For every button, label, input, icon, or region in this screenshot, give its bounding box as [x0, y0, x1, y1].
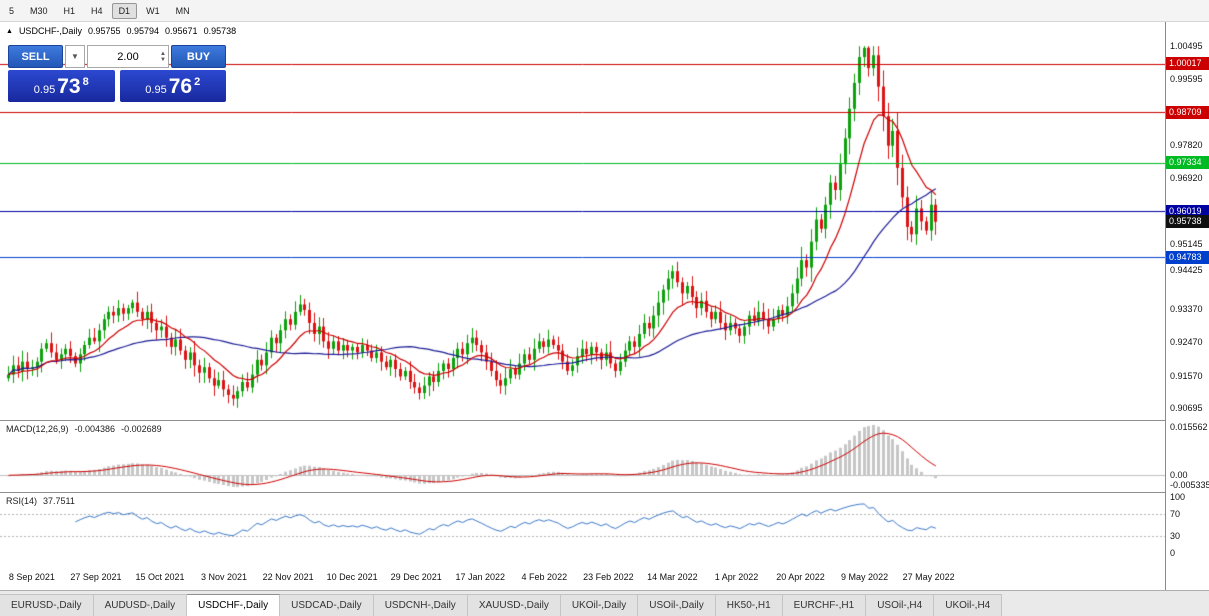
date-label: 4 Feb 2022	[521, 572, 568, 582]
volume-steppers[interactable]: ▲ ▼	[160, 47, 166, 66]
ohlc-close-value: 0.95738	[203, 26, 237, 36]
price-chart-canvas[interactable]	[0, 22, 1165, 560]
macd-axis-top-label: 0.015562	[1170, 422, 1208, 432]
ask-price-display[interactable]: 0.95 76 2	[119, 70, 226, 102]
price-badge-0.97334: 0.97334	[1166, 156, 1209, 170]
timeframe-button-mn[interactable]: MN	[175, 5, 190, 16]
price-tick: 0.92470	[1170, 337, 1203, 348]
tab-ukoil-h4[interactable]: UKOil-,H4	[934, 594, 1003, 616]
timeframe-button-m30[interactable]: M30	[30, 5, 48, 16]
tab-hk50-h1[interactable]: HK50-,H1	[715, 594, 783, 616]
price-tick: 0.96920	[1170, 173, 1203, 184]
date-label: 29 Dec 2021	[390, 572, 442, 582]
price-tick: 0.94425	[1170, 265, 1203, 276]
one-click-trading-panel: SELL ▼ 2.00 ▲ ▼ BUY 0.95 73 8 0.95 76	[8, 45, 226, 102]
date-axis[interactable]: 8 Sep 2021 27 Sep 2021 15 Oct 2021 3 Nov 20…	[0, 560, 1165, 590]
decrement-icon: ▼	[160, 56, 166, 63]
macd-axis-zero-label: 0.00	[1170, 470, 1188, 481]
macd-axis-bottom-label: -0.005335	[1170, 480, 1209, 490]
rsi-axis-label-30: 30	[1170, 531, 1181, 542]
bid-price-pip-digit: 8	[82, 75, 89, 88]
order-type-dropdown[interactable]: ▼	[65, 45, 85, 68]
tab-usdcnh-daily[interactable]: USDCNH-,Daily	[373, 594, 468, 616]
bid-price-big-digits: 73	[57, 74, 81, 98]
rsi-indicator-label: RSI(14) 37.7511	[6, 496, 75, 506]
tab-usoil-daily[interactable]: USOil-,Daily	[638, 594, 716, 616]
ohlc-low-value: 0.95671	[165, 26, 198, 36]
price-badge-1.00017: 1.00017	[1166, 57, 1209, 71]
tab-xauusd-daily[interactable]: XAUUSD-,Daily	[467, 594, 561, 616]
price-tick: 0.91570	[1170, 370, 1203, 381]
rsi-axis-label-70: 70	[1170, 508, 1181, 519]
chart-ohlc-header: ▲ USDCHF-,Daily 0.95755 0.95794 0.95671 …	[6, 26, 236, 36]
increment-icon: ▲	[160, 50, 166, 57]
chart-tab-bar: EURUSD-,Daily AUDUSD-,Daily USDCHF-,Daily U…	[0, 590, 1209, 616]
date-label: 14 Mar 2022	[647, 572, 698, 582]
date-label: 17 Jan 2022	[455, 572, 506, 582]
date-label: 3 Nov 2021	[201, 572, 248, 582]
price-badge-0.94783: 0.94783	[1166, 250, 1209, 264]
macd-main-value: -0.004386	[74, 424, 116, 434]
tab-audusd-daily[interactable]: AUDUSD-,Daily	[93, 594, 188, 616]
date-label: 8 Sep 2021	[8, 572, 55, 582]
date-label: 20 Apr 2022	[776, 572, 825, 582]
price-axis[interactable]: 1.00495 0.99595 0.97820 0.96920 0.95145 0.944…	[1165, 22, 1209, 590]
trade-panel-prices-row: 0.95 73 8 0.95 76 2	[8, 70, 226, 102]
price-tick: 0.99595	[1170, 74, 1203, 85]
volume-input[interactable]: 2.00 ▲ ▼	[87, 45, 169, 68]
tab-eurusd-daily[interactable]: EURUSD-,Daily	[0, 594, 94, 616]
timeframe-button-5[interactable]: 5	[9, 5, 15, 16]
buy-button[interactable]: BUY	[171, 45, 226, 68]
tab-ukoil-daily[interactable]: UKOil-,Daily	[560, 594, 639, 616]
rsi-axis-label-100: 100	[1170, 492, 1186, 502]
ohlc-open-value: 0.95755	[87, 26, 121, 36]
date-label: 15 Oct 2021	[135, 572, 185, 582]
tab-usdcad-daily[interactable]: USDCAD-,Daily	[280, 594, 374, 616]
ohlc-high-value: 0.95794	[126, 26, 160, 36]
rsi-name: RSI(14)	[6, 496, 38, 506]
tab-usoil-h4[interactable]: USOil-,H4	[866, 594, 935, 616]
price-badge-0.96019: 0.96019	[1166, 204, 1209, 218]
macd-indicator-label: MACD(12,26,9) -0.004386 -0.002689	[6, 424, 162, 434]
rsi-axis-label-0: 0	[1170, 548, 1176, 558]
sell-button[interactable]: SELL	[8, 45, 63, 68]
date-label: 1 Apr 2022	[714, 572, 759, 582]
price-tick: 0.95145	[1170, 238, 1203, 249]
tab-usdchf-daily[interactable]: USDCHF-,Daily	[187, 594, 281, 616]
price-tick: 1.00495	[1170, 41, 1203, 52]
chart-symbol-label: USDCHF-,Daily	[18, 26, 82, 36]
collapse-triangle-icon[interactable]: ▲	[6, 27, 13, 35]
timeframe-button-h4[interactable]: H4	[91, 5, 103, 16]
volume-value: 2.00	[117, 50, 139, 63]
price-badge-0.95738: 0.95738	[1166, 215, 1209, 229]
macd-signal-value: -0.002689	[121, 424, 162, 434]
timeframe-button-d1[interactable]: D1	[111, 2, 138, 19]
ask-price-big-digits: 76	[168, 74, 193, 98]
ask-price-prefix: 0.95	[145, 83, 167, 96]
price-tick: 0.97820	[1170, 139, 1203, 150]
date-label: 22 Nov 2021	[262, 572, 314, 582]
timeframe-button-w1[interactable]: W1	[146, 5, 160, 16]
main-macd-separator[interactable]	[0, 420, 1209, 421]
price-tick: 0.93370	[1170, 304, 1203, 315]
date-label: 23 Feb 2022	[583, 572, 634, 582]
date-label: 9 May 2022	[841, 572, 889, 582]
chevron-down-icon: ▼	[71, 52, 79, 61]
price-tick: 0.90695	[1170, 403, 1203, 413]
date-label: 27 Sep 2021	[70, 572, 122, 582]
timeframe-button-h1[interactable]: H1	[63, 5, 76, 16]
price-badge-0.98709: 0.98709	[1166, 105, 1209, 119]
date-label: 27 May 2022	[902, 572, 955, 582]
date-label: 10 Dec 2021	[326, 572, 378, 582]
trade-panel-controls-row: SELL ▼ 2.00 ▲ ▼ BUY	[8, 45, 226, 68]
rsi-value: 37.7511	[43, 496, 75, 506]
bid-price-display[interactable]: 0.95 73 8	[8, 70, 115, 102]
timeframe-toolbar: 5 M30 H1 H4 D1 W1 MN	[0, 0, 1209, 22]
ask-price-pip-digit: 2	[194, 75, 201, 88]
tab-eurchf-h1[interactable]: EURCHF-,H1	[782, 594, 867, 616]
macd-name: MACD(12,26,9)	[6, 424, 69, 434]
bid-price-prefix: 0.95	[33, 83, 56, 96]
macd-rsi-separator[interactable]	[0, 492, 1209, 493]
